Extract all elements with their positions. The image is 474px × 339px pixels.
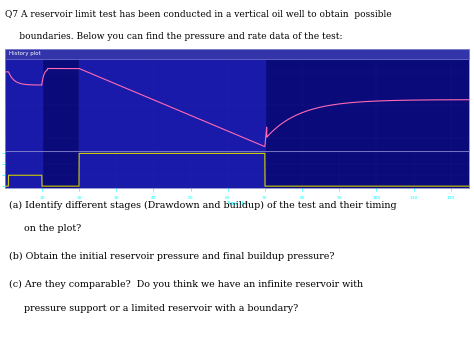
Bar — [79, 151, 265, 188]
Text: (a) Identify different stages (Drawdown and buildup) of the test and their timin: (a) Identify different stages (Drawdown … — [9, 201, 397, 210]
Text: boundaries. Below you can find the pressure and rate data of the test:: boundaries. Below you can find the press… — [5, 32, 342, 41]
Bar — [5, 151, 42, 188]
Bar — [5, 59, 42, 151]
Text: (b) Obtain the initial reservoir pressure and final buildup pressure?: (b) Obtain the initial reservoir pressur… — [9, 252, 335, 261]
Text: pressure support or a limited reservoir with a boundary?: pressure support or a limited reservoir … — [9, 304, 299, 313]
X-axis label: Time (hr): Time (hr) — [226, 201, 248, 206]
FancyBboxPatch shape — [5, 49, 469, 59]
Bar — [79, 59, 265, 151]
Text: on the plot?: on the plot? — [9, 224, 82, 233]
Text: Q7 A reservoir limit test has been conducted in a vertical oil well to obtain  p: Q7 A reservoir limit test has been condu… — [5, 10, 392, 19]
Text: (c) Are they comparable?  Do you think we have an infinite reservoir with: (c) Are they comparable? Do you think we… — [9, 280, 364, 289]
Text: History plot: History plot — [9, 52, 41, 56]
